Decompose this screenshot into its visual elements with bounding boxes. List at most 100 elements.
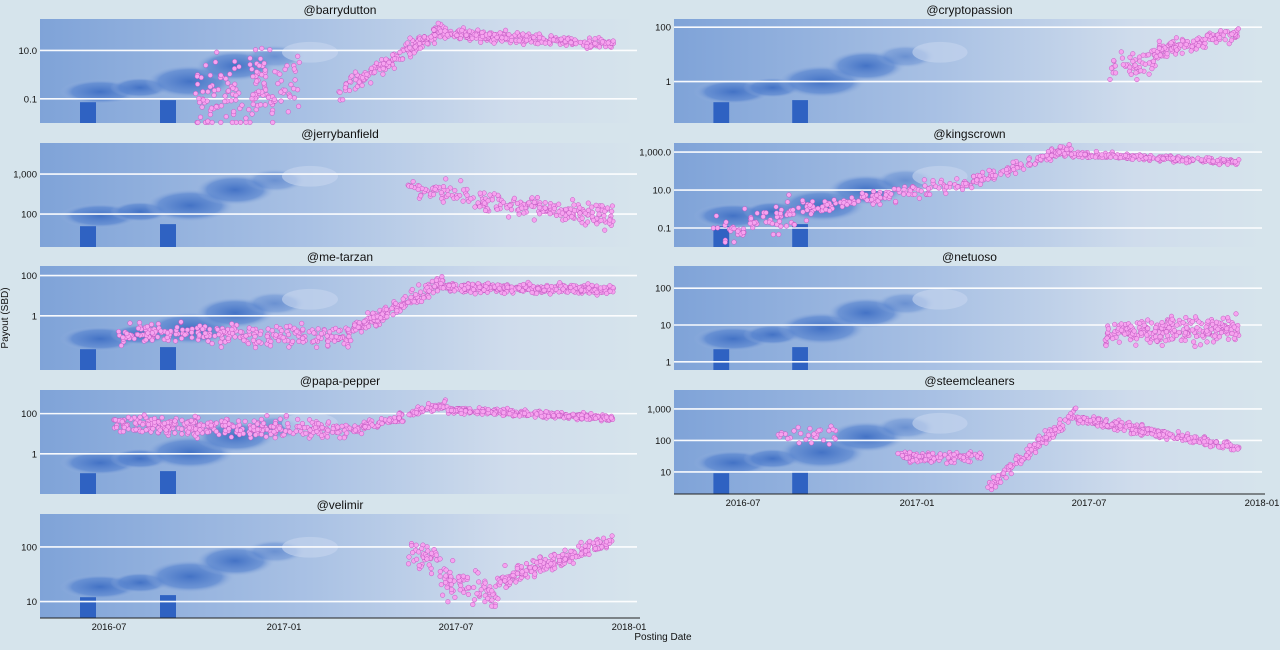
data-point <box>425 405 431 411</box>
data-point <box>534 290 540 296</box>
data-point <box>418 193 424 199</box>
data-point <box>250 326 256 333</box>
data-point <box>1062 417 1068 423</box>
data-point <box>527 281 533 287</box>
data-point <box>1157 334 1163 340</box>
data-point <box>251 418 257 424</box>
y-tick-label: 0.1 <box>658 224 671 235</box>
data-point <box>1183 314 1189 321</box>
data-point <box>563 206 569 212</box>
data-point <box>296 338 302 344</box>
data-point <box>482 207 489 214</box>
panel-papa-pepper: @papa-pepper 1 100 <box>21 374 640 494</box>
data-point <box>805 432 811 438</box>
data-point <box>570 560 576 566</box>
data-point <box>906 191 912 197</box>
data-point <box>440 184 447 190</box>
data-point <box>208 422 214 428</box>
data-point <box>1225 336 1231 342</box>
data-point <box>225 88 231 94</box>
data-point <box>1028 447 1034 453</box>
data-point <box>337 89 343 95</box>
data-point <box>242 418 248 424</box>
data-point <box>258 431 264 438</box>
data-point <box>870 201 876 207</box>
data-point <box>1082 151 1088 158</box>
data-point <box>826 208 833 214</box>
data-point <box>352 427 358 433</box>
data-point <box>988 482 994 488</box>
y-tick-label: 100 <box>655 23 671 34</box>
data-point <box>945 455 951 461</box>
data-point <box>185 429 191 435</box>
scatter-points <box>405 533 615 609</box>
data-point <box>446 283 452 289</box>
data-point <box>1118 327 1124 333</box>
data-point <box>1199 333 1205 339</box>
data-point <box>951 456 957 463</box>
data-point <box>601 213 607 219</box>
data-point <box>475 570 481 576</box>
data-point <box>443 573 449 579</box>
data-point <box>433 404 439 410</box>
data-point <box>243 333 249 339</box>
data-point <box>1145 317 1151 323</box>
data-point <box>466 28 473 34</box>
data-point <box>319 433 325 439</box>
panel-title: @me-tarzan <box>307 250 373 264</box>
data-point <box>349 73 355 79</box>
data-point <box>559 210 565 216</box>
data-point <box>830 426 836 432</box>
data-point <box>409 543 415 549</box>
data-point <box>1117 423 1123 429</box>
data-point <box>347 78 353 85</box>
data-point <box>200 89 206 95</box>
data-point <box>824 202 830 208</box>
data-point <box>209 340 215 347</box>
data-point <box>397 49 403 55</box>
data-point <box>1201 439 1207 445</box>
data-point <box>414 556 420 562</box>
data-point <box>218 119 224 126</box>
data-point <box>379 420 385 427</box>
data-point <box>844 202 850 208</box>
data-point <box>249 111 255 117</box>
data-point <box>383 56 389 62</box>
data-point <box>599 203 605 209</box>
y-tick-label: 10 <box>26 597 37 608</box>
data-point <box>808 211 814 217</box>
data-point <box>172 430 178 436</box>
data-point <box>485 198 491 204</box>
data-point <box>1033 449 1039 455</box>
data-point <box>742 206 748 212</box>
data-point <box>245 341 251 347</box>
data-point <box>928 459 934 465</box>
data-point <box>594 540 601 546</box>
data-point <box>577 210 583 216</box>
data-point <box>604 290 610 296</box>
data-point <box>112 417 119 423</box>
data-point <box>899 453 905 459</box>
data-point <box>291 86 297 92</box>
data-point <box>419 545 425 552</box>
data-point <box>296 103 302 109</box>
data-point <box>534 411 540 417</box>
data-point <box>796 440 802 446</box>
data-point <box>819 204 825 210</box>
data-point <box>965 458 971 464</box>
data-point <box>535 286 541 292</box>
data-point <box>1189 44 1195 50</box>
data-point <box>275 81 281 87</box>
y-tick-label: 1 <box>666 77 671 88</box>
data-point <box>1000 470 1007 476</box>
data-point <box>1215 326 1221 332</box>
data-point <box>189 329 195 336</box>
data-point <box>458 410 464 417</box>
data-point <box>339 423 345 429</box>
data-point <box>1233 311 1239 317</box>
data-point <box>1130 156 1136 162</box>
data-point <box>573 41 579 47</box>
data-point <box>1204 339 1210 345</box>
data-point <box>426 294 432 300</box>
data-point <box>1108 65 1115 71</box>
